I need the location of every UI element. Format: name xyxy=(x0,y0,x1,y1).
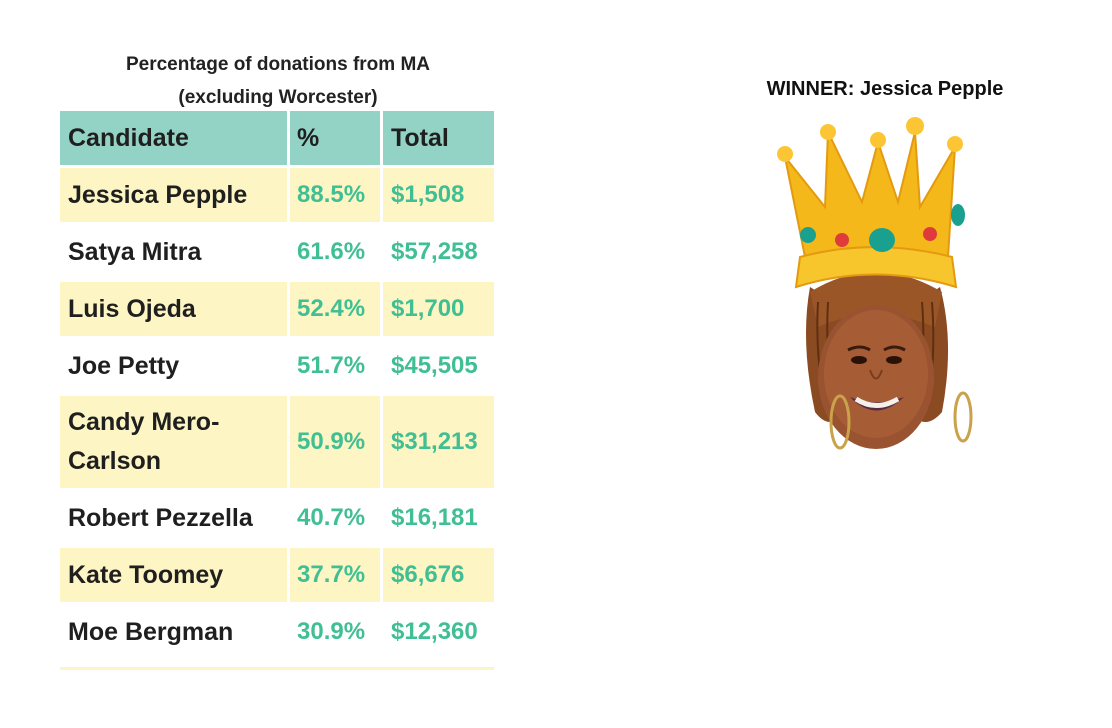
total-cell: $45,505 xyxy=(383,339,494,393)
candidate-cell: Joe Petty xyxy=(60,339,290,393)
table-body: Jessica Pepple 88.5% $1,508 Satya Mitra 61.6… xyxy=(60,168,494,659)
percent-cell: 88.5% xyxy=(290,168,383,222)
table-row: Moe Bergman 30.9% $12,360 xyxy=(60,605,494,659)
header-percent: % xyxy=(290,111,383,165)
table-row: Kate Toomey 37.7% $6,676 xyxy=(60,548,494,602)
table-row: Satya Mitra 61.6% $57,258 xyxy=(60,225,494,279)
total-cell: $1,508 xyxy=(383,168,494,222)
winner-portrait xyxy=(777,117,973,450)
table-title-line-2: (excluding Worcester) xyxy=(178,87,378,108)
table-row: Jessica Pepple 88.5% $1,508 xyxy=(60,168,494,222)
candidate-cell: Luis Ojeda xyxy=(60,282,290,336)
donations-table: Candidate % Total Jessica Pepple 88.5% $1,… xyxy=(60,111,494,662)
candidate-cell: Satya Mitra xyxy=(60,225,290,279)
winner-label: WINNER: Jessica Pepple xyxy=(766,78,1004,100)
header-candidate: Candidate xyxy=(60,111,290,165)
header-total: Total xyxy=(383,111,494,165)
table-row: Luis Ojeda 52.4% $1,700 xyxy=(60,282,494,336)
percent-cell: 40.7% xyxy=(290,491,383,545)
total-cell: $16,181 xyxy=(383,491,494,545)
face-shape xyxy=(818,305,934,449)
table-row: Robert Pezzella 40.7% $16,181 xyxy=(60,491,494,545)
candidate-cell: Kate Toomey xyxy=(60,548,290,602)
candidate-cell: Jessica Pepple xyxy=(60,168,290,222)
hair-shape xyxy=(806,272,949,422)
table-title-line-1: Percentage of donations from MA xyxy=(125,54,431,75)
percent-cell: 52.4% xyxy=(290,282,383,336)
table-row: Joe Petty 51.7% $45,505 xyxy=(60,339,494,393)
percent-cell: 50.9% xyxy=(290,396,383,488)
total-cell: $57,258 xyxy=(383,225,494,279)
percent-cell: 51.7% xyxy=(290,339,383,393)
percent-cell: 30.9% xyxy=(290,605,383,659)
percent-cell: 61.6% xyxy=(290,225,383,279)
table-bottom-rule xyxy=(60,667,494,670)
total-cell: $6,676 xyxy=(383,548,494,602)
total-cell: $1,700 xyxy=(383,282,494,336)
total-cell: $12,360 xyxy=(383,605,494,659)
candidate-cell: Candy Mero-Carlson xyxy=(60,396,290,488)
crown-icon xyxy=(777,117,965,289)
total-cell: $31,213 xyxy=(383,396,494,488)
candidate-cell: Moe Bergman xyxy=(60,605,290,659)
table-row: Candy Mero-Carlson 50.9% $31,213 xyxy=(60,396,494,488)
table-title: Percentage of donations from MA (excludi… xyxy=(60,48,496,114)
table-header: Candidate % Total xyxy=(60,111,494,165)
percent-cell: 37.7% xyxy=(290,548,383,602)
candidate-cell: Robert Pezzella xyxy=(60,491,290,545)
earring-shapes xyxy=(829,391,973,450)
